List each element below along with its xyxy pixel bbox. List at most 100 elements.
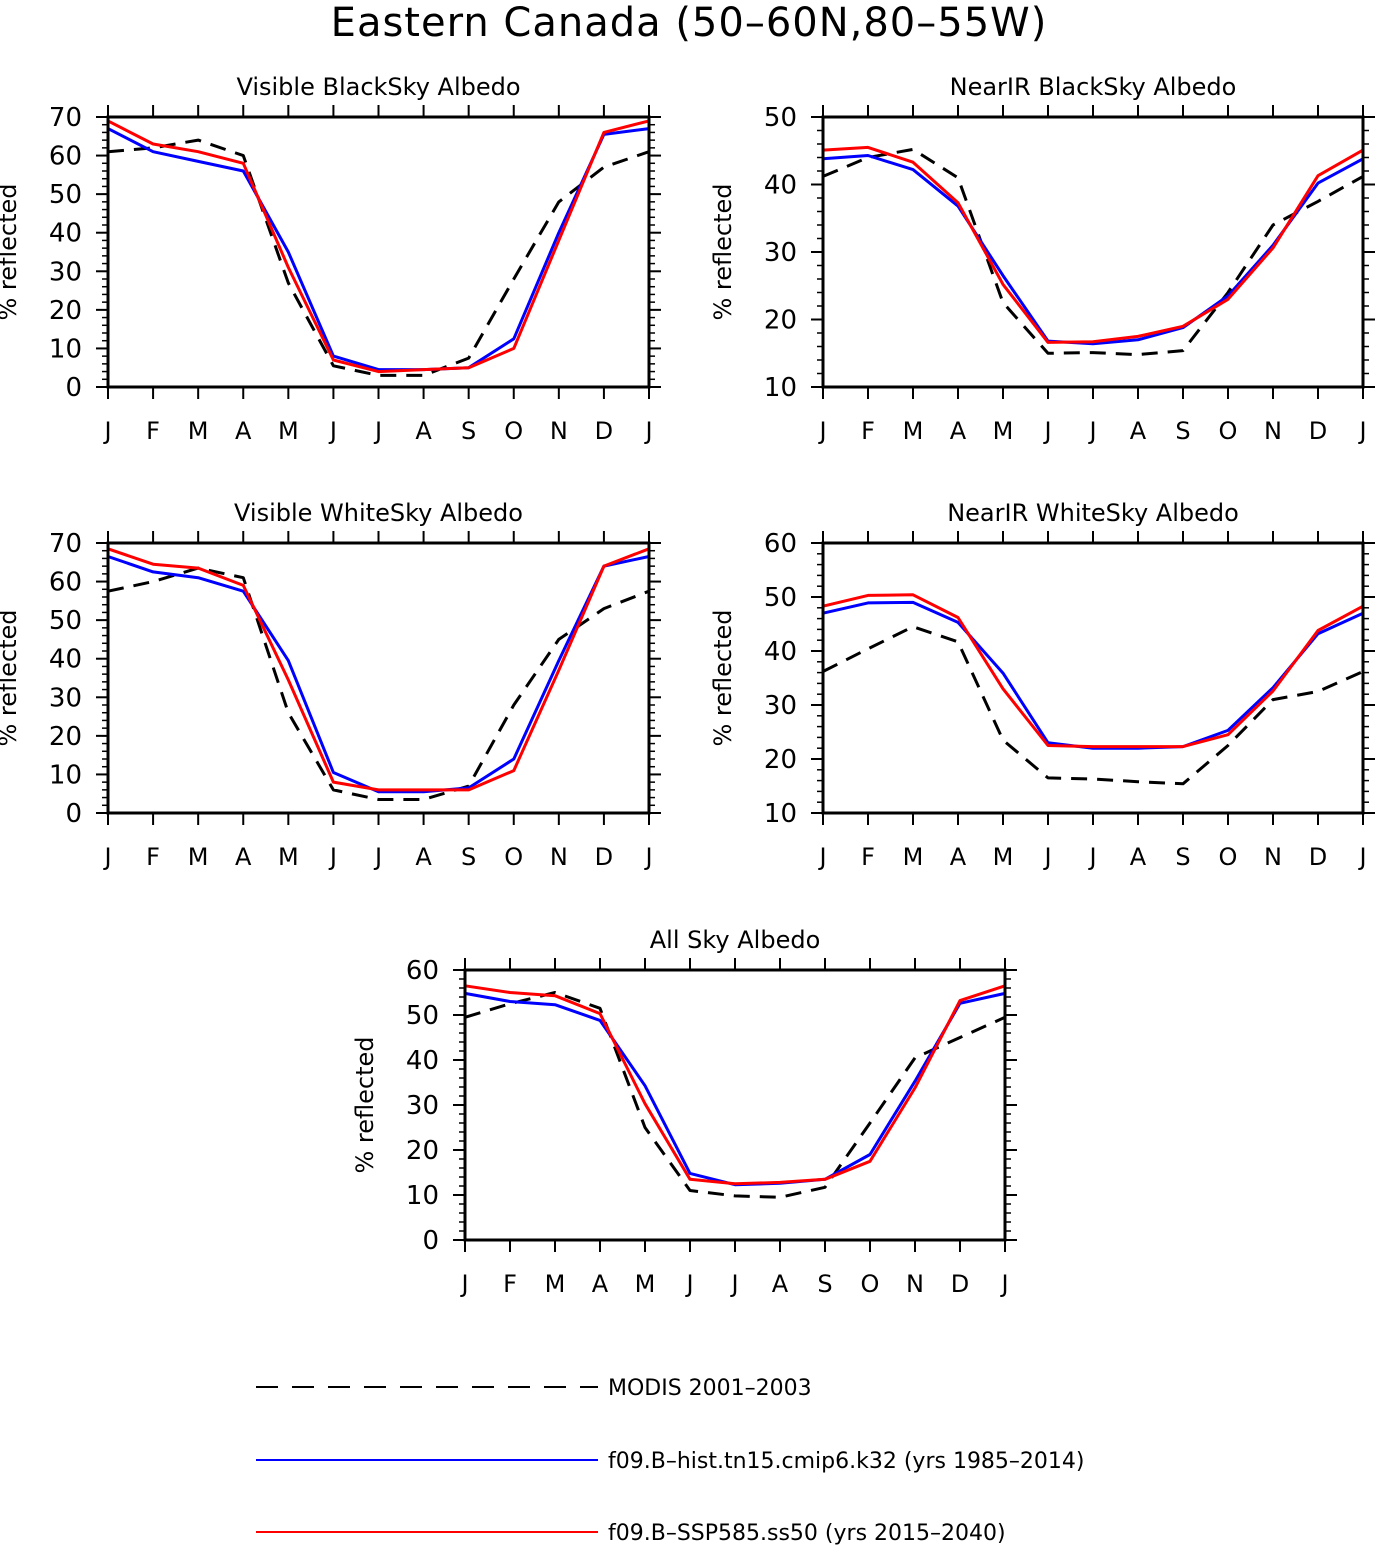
x-tick-label: J bbox=[1087, 417, 1096, 445]
y-tick-label: 0 bbox=[422, 1226, 439, 1256]
series-line-ssp bbox=[464, 984, 1006, 1186]
y-tick-label: 50 bbox=[764, 103, 797, 133]
x-tick-label: N bbox=[1264, 843, 1282, 871]
x-tick-label: O bbox=[1219, 843, 1238, 871]
series-line-modis bbox=[464, 991, 1006, 1199]
x-tick-label: N bbox=[906, 1270, 924, 1298]
y-tick-label: 60 bbox=[406, 956, 439, 986]
x-tick-label: M bbox=[278, 843, 299, 871]
y-tick-label: 0 bbox=[65, 373, 82, 403]
y-tick-label: 50 bbox=[406, 1001, 439, 1031]
panel-title: All Sky Albedo bbox=[650, 926, 821, 954]
x-tick-label: J bbox=[729, 1270, 738, 1298]
legend-label-ssp: f09.B–SSP585.ss50 (yrs 2015–2040) bbox=[608, 1521, 1006, 1545]
x-tick-label: M bbox=[903, 417, 924, 445]
y-tick-label: 30 bbox=[49, 257, 82, 287]
y-axis-label: % reflected bbox=[351, 1036, 379, 1173]
y-tick-label: 50 bbox=[49, 606, 82, 636]
x-tick-label: A bbox=[415, 843, 432, 871]
y-tick-label: 50 bbox=[764, 583, 797, 613]
x-tick-label: A bbox=[235, 417, 252, 445]
series-line-hist bbox=[107, 555, 650, 794]
series-line-hist bbox=[464, 991, 1006, 1187]
panel-title: Visible WhiteSky Albedo bbox=[234, 499, 523, 527]
legend-label-hist: f09.B–hist.tn15.cmip6.k32 (yrs 1985–2014… bbox=[608, 1449, 1085, 1474]
plot-frame bbox=[106, 541, 651, 815]
y-tick-label: 30 bbox=[49, 683, 82, 713]
x-tick-label: S bbox=[817, 1270, 832, 1298]
x-tick-label: J bbox=[373, 417, 382, 445]
x-tick-label: J bbox=[1357, 417, 1366, 445]
panel-visible-whitesky: Visible WhiteSky Albedo% reflectedJFMAMJ… bbox=[0, 499, 661, 871]
y-tick-label: 60 bbox=[764, 529, 797, 559]
x-tick-label: J bbox=[328, 417, 337, 445]
x-tick-label: A bbox=[235, 843, 252, 871]
series-line-modis bbox=[107, 138, 650, 377]
y-tick-label: 70 bbox=[49, 529, 82, 559]
series-line-ssp bbox=[107, 119, 650, 374]
x-tick-label: J bbox=[459, 1270, 468, 1298]
y-tick-label: 10 bbox=[764, 799, 797, 829]
x-tick-label: F bbox=[861, 417, 875, 445]
y-tick-label: 20 bbox=[764, 745, 797, 775]
y-tick-label: 30 bbox=[764, 238, 797, 268]
x-tick-label: F bbox=[146, 843, 160, 871]
y-tick-label: 10 bbox=[49, 760, 82, 790]
x-tick-label: A bbox=[1130, 417, 1147, 445]
x-tick-label: F bbox=[503, 1270, 517, 1298]
x-tick-label: J bbox=[684, 1270, 693, 1298]
y-tick-label: 20 bbox=[764, 306, 797, 336]
y-tick-label: 10 bbox=[406, 1181, 439, 1211]
x-tick-label: M bbox=[188, 843, 209, 871]
x-tick-label: M bbox=[635, 1270, 656, 1298]
x-tick-label: M bbox=[545, 1270, 566, 1298]
y-tick-label: 60 bbox=[49, 568, 82, 598]
y-tick-label: 30 bbox=[406, 1091, 439, 1121]
x-tick-label: O bbox=[504, 417, 523, 445]
plot-frame bbox=[821, 115, 1365, 389]
y-axis-label: % reflected bbox=[709, 183, 737, 320]
x-tick-label: O bbox=[861, 1270, 880, 1298]
y-tick-label: 20 bbox=[49, 722, 82, 752]
y-tick-label: 10 bbox=[49, 334, 82, 364]
y-tick-label: 10 bbox=[764, 373, 797, 403]
x-tick-label: A bbox=[1130, 843, 1147, 871]
x-tick-label: N bbox=[550, 417, 568, 445]
y-tick-label: 20 bbox=[406, 1136, 439, 1166]
x-tick-label: J bbox=[1042, 417, 1051, 445]
y-tick-label: 40 bbox=[764, 637, 797, 667]
y-axis-label: % reflected bbox=[0, 183, 22, 320]
x-tick-label: J bbox=[373, 843, 382, 871]
x-tick-label: J bbox=[817, 843, 826, 871]
series-line-ssp bbox=[822, 145, 1364, 344]
series-line-modis bbox=[822, 147, 1364, 357]
y-tick-label: 40 bbox=[49, 219, 82, 249]
x-tick-label: D bbox=[1309, 417, 1327, 445]
series-line-ssp bbox=[822, 593, 1364, 749]
x-tick-label: M bbox=[993, 417, 1014, 445]
y-tick-label: 50 bbox=[49, 180, 82, 210]
series-line-modis bbox=[107, 566, 650, 801]
x-tick-label: M bbox=[278, 417, 299, 445]
series-line-hist bbox=[107, 127, 650, 372]
x-tick-label: J bbox=[102, 843, 111, 871]
x-tick-label: F bbox=[861, 843, 875, 871]
y-tick-label: 60 bbox=[49, 142, 82, 172]
x-tick-label: M bbox=[903, 843, 924, 871]
x-tick-label: J bbox=[643, 417, 652, 445]
y-axis-label: % reflected bbox=[0, 609, 22, 746]
y-axis-label: % reflected bbox=[709, 609, 737, 746]
y-tick-label: 40 bbox=[406, 1046, 439, 1076]
series-line-hist bbox=[822, 600, 1364, 750]
y-tick-label: 40 bbox=[49, 645, 82, 675]
x-tick-label: A bbox=[415, 417, 432, 445]
series-line-modis bbox=[822, 625, 1364, 786]
x-tick-label: A bbox=[592, 1270, 609, 1298]
x-tick-label: A bbox=[950, 417, 967, 445]
x-tick-label: J bbox=[999, 1270, 1008, 1298]
y-tick-label: 30 bbox=[764, 691, 797, 721]
plot-frame bbox=[106, 115, 651, 389]
